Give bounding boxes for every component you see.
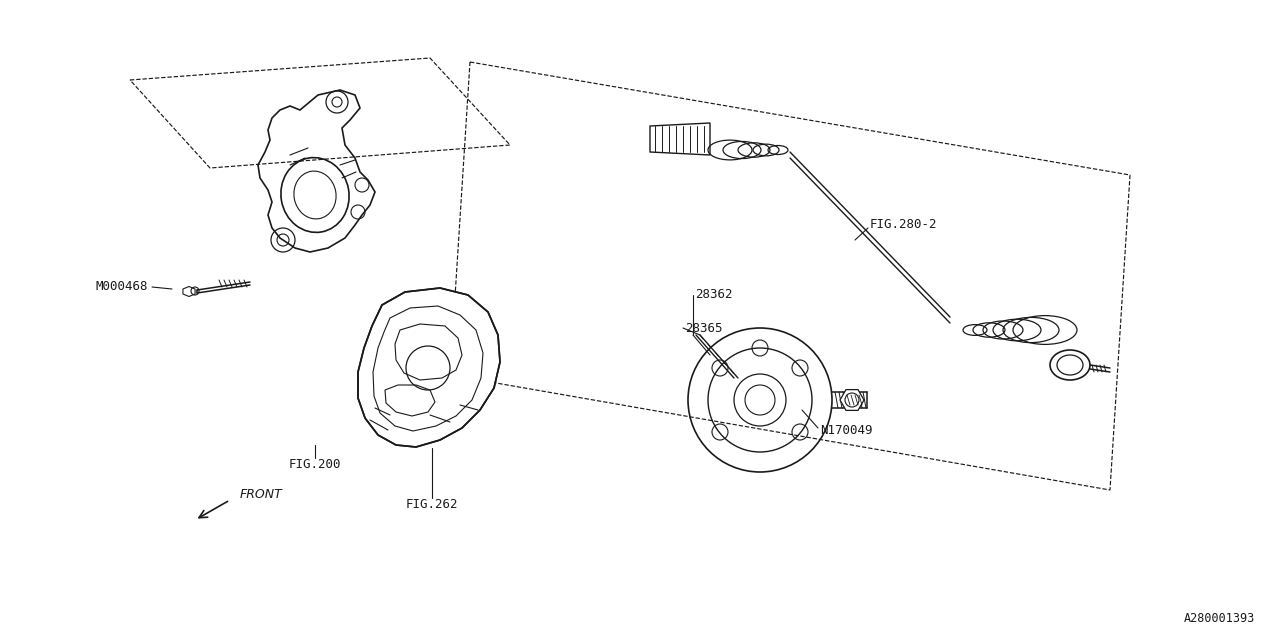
Text: FIG.200: FIG.200: [289, 458, 342, 472]
Text: 28365: 28365: [685, 321, 722, 335]
Text: FIG.280-2: FIG.280-2: [870, 218, 937, 232]
Circle shape: [845, 393, 859, 407]
Text: FIG.262: FIG.262: [406, 499, 458, 511]
Text: N170049: N170049: [820, 424, 873, 436]
Text: FRONT: FRONT: [241, 488, 283, 502]
Text: A280001393: A280001393: [1184, 612, 1254, 625]
Polygon shape: [183, 287, 195, 296]
Polygon shape: [840, 390, 864, 410]
Text: 28362: 28362: [695, 289, 732, 301]
Text: M000468: M000468: [96, 280, 148, 294]
Polygon shape: [358, 288, 500, 447]
